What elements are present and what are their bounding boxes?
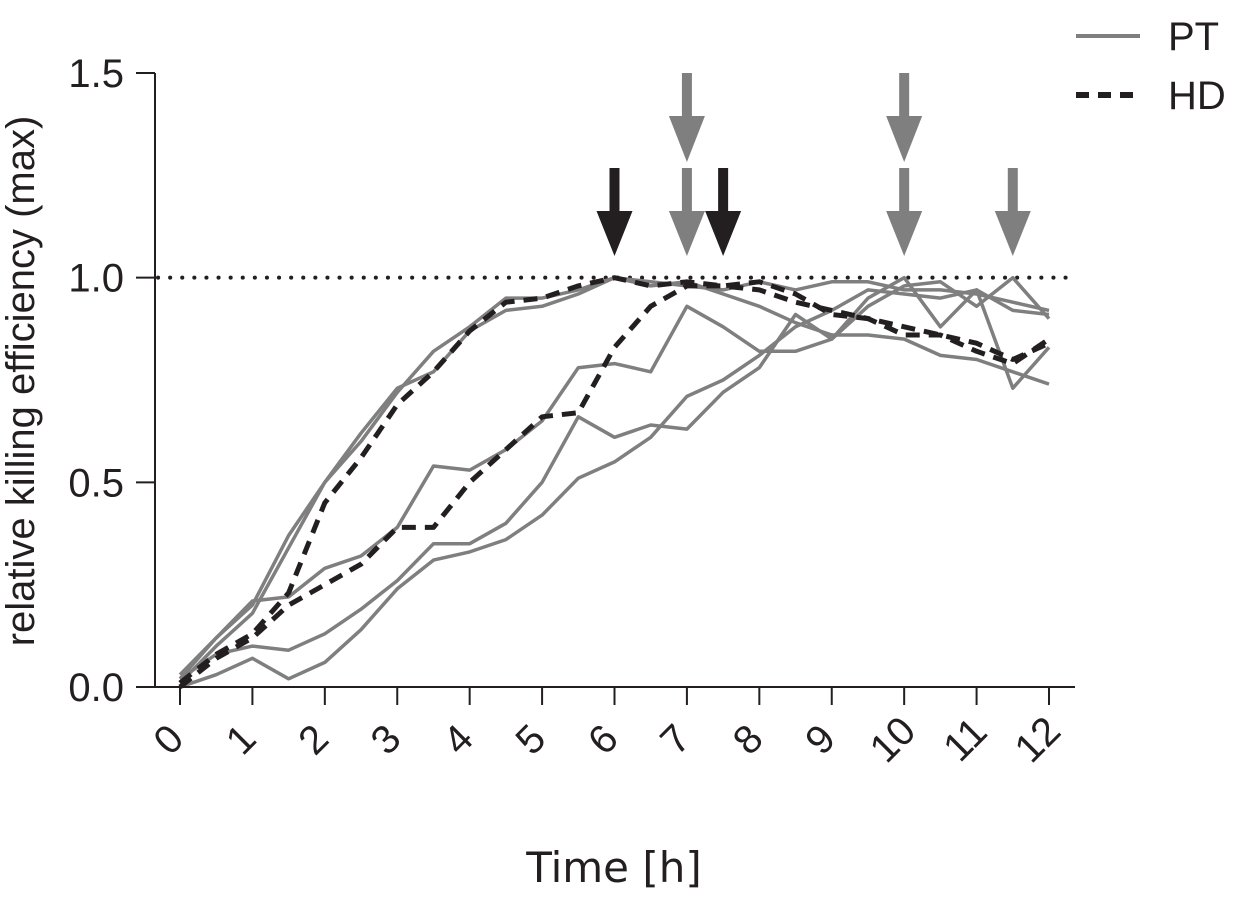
pt-series-line-3 xyxy=(179,275,1051,681)
arrow-shaft xyxy=(609,168,620,213)
arrow-shaft xyxy=(681,73,692,118)
arrow-shaft xyxy=(1007,168,1018,213)
pt-series-line-1 xyxy=(178,275,1050,685)
arrow-shaft xyxy=(899,73,910,118)
y-axis-title: relative killing efficiency (max) xyxy=(0,116,43,647)
legend: PT HD xyxy=(1076,15,1226,118)
arrow-head xyxy=(994,211,1031,256)
arrow-head xyxy=(596,211,633,256)
arrow-head xyxy=(668,116,705,162)
x-tick-label: 4 xyxy=(435,716,482,763)
y-tick-label: 0.5 xyxy=(68,461,124,505)
x-tick-label: 11 xyxy=(935,710,995,770)
y-ticks: 0.0 0.5 1.0 1.5 xyxy=(68,52,155,710)
hd-series-line-5 xyxy=(178,275,1051,685)
y-tick-label: 1.0 xyxy=(68,257,124,301)
arrow-annotation xyxy=(886,168,923,256)
arrow-annotation xyxy=(994,168,1031,256)
arrow-annotations xyxy=(596,73,1031,256)
x-tick-label: 9 xyxy=(797,716,844,763)
legend-label-hd: HD xyxy=(1168,74,1226,118)
arrow-head xyxy=(886,116,923,162)
arrow-shaft xyxy=(899,168,910,213)
pt-series-line-2 xyxy=(178,275,1050,676)
arrow-annotation xyxy=(668,168,705,256)
arrow-annotation xyxy=(705,168,742,256)
x-axis-title: Time [h] xyxy=(525,843,702,892)
x-tick-label: 12 xyxy=(1007,709,1070,772)
arrow-shaft xyxy=(681,168,692,213)
x-tick-label: 0 xyxy=(145,716,192,763)
arrow-annotation xyxy=(596,168,633,256)
x-tick-label: 3 xyxy=(363,716,410,763)
x-tick-label: 5 xyxy=(507,716,554,763)
arrow-head xyxy=(668,211,705,256)
x-tick-label: 10 xyxy=(862,709,925,772)
arrow-head xyxy=(886,211,923,256)
x-tick-label: 8 xyxy=(725,716,772,763)
arrow-head xyxy=(705,211,742,256)
x-tick-label: 7 xyxy=(652,716,699,763)
pt-series-line-4 xyxy=(179,288,1051,689)
pt-series-line-0 xyxy=(178,275,1050,680)
y-tick-label: 0.0 xyxy=(68,666,124,710)
x-tick-label: 1 xyxy=(218,716,265,763)
arrow-shaft xyxy=(718,168,729,213)
x-tick-label: 2 xyxy=(290,716,337,763)
x-ticks: 0 1 2 3 4 5 6 7 8 9 10 11 12 xyxy=(145,687,1069,771)
x-tick-label: 6 xyxy=(580,716,627,763)
legend-label-pt: PT xyxy=(1168,15,1219,59)
arrow-annotation xyxy=(886,73,923,162)
y-tick-label: 1.5 xyxy=(68,52,124,96)
series-layer xyxy=(178,275,1051,689)
arrow-annotation xyxy=(668,73,705,162)
